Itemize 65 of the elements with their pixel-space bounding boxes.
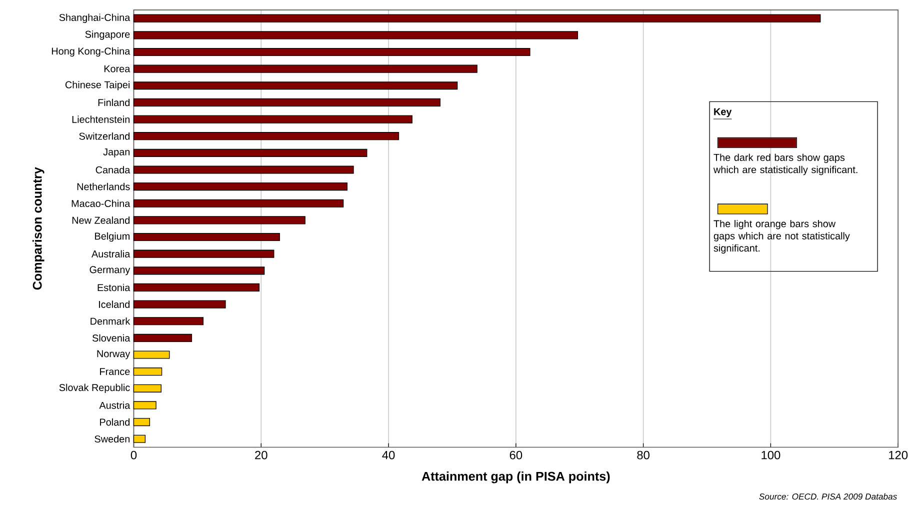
y-tick-label: Slovenia: [92, 334, 130, 342]
bar: [133, 368, 162, 376]
y-tick-label: Belgium: [95, 232, 130, 242]
y-tick-label: Slovak Republic: [59, 384, 130, 394]
source-note: Source: OECD. PISA 2009 Databas: [759, 493, 897, 500]
y-tick-label: Liechtenstein: [72, 116, 130, 123]
x-axis-title: Attainment gap (in PISA points): [422, 472, 610, 484]
y-tick-label: Denmark: [90, 318, 130, 325]
bar: [133, 434, 146, 443]
bar: [133, 350, 170, 359]
y-tick-label: Iceland: [99, 300, 130, 308]
bar: [133, 418, 150, 426]
y-tick-label: Australia: [92, 250, 130, 258]
y-tick-label: Chinese Taipei: [65, 81, 130, 90]
bar: [133, 132, 400, 140]
x-tick-label: 100: [762, 450, 780, 460]
x-tick-label: 0: [130, 450, 137, 460]
y-tick-label: Canada: [96, 166, 130, 174]
bar: [133, 283, 260, 292]
y-tick-label: Shanghai-China: [59, 14, 130, 24]
bar: [133, 48, 530, 56]
y-tick-label: Macao-China: [72, 200, 130, 208]
y-tick-label: Finland: [98, 98, 130, 106]
y-tick-label: Sweden: [94, 435, 130, 443]
bar: [133, 82, 458, 90]
bar: [133, 233, 280, 242]
x-tick-label: 40: [382, 450, 395, 460]
bar: [133, 334, 192, 342]
y-tick-label: Korea: [104, 65, 130, 72]
y-tick-label: Austria: [99, 402, 130, 409]
y-tick-label: New Zealand: [72, 216, 130, 224]
bar: [133, 115, 412, 124]
x-tick-label: 20: [255, 450, 268, 460]
bar: [133, 166, 354, 174]
bar: [133, 98, 440, 107]
bar: [133, 384, 162, 392]
bar: [133, 199, 344, 208]
bar: [133, 317, 204, 326]
x-tick-label: 80: [637, 450, 650, 460]
bar: [133, 266, 265, 275]
y-tick-label: Poland: [100, 418, 130, 426]
y-tick-label: Germany: [90, 266, 130, 276]
bar: [133, 31, 578, 40]
legend-title: Key: [714, 108, 732, 118]
y-tick-label: Switzerland: [79, 132, 130, 140]
bar: [133, 216, 306, 224]
bar: [133, 250, 274, 258]
y-tick-label: Singapore: [85, 30, 130, 40]
bar: [133, 182, 348, 191]
bar: [133, 64, 478, 73]
bar: [133, 401, 156, 410]
y-axis-title: Comparison country: [32, 167, 44, 290]
y-tick-label: Hong Kong-China: [52, 47, 130, 57]
y-tick-label: Norway: [97, 350, 130, 360]
y-tick-label: Estonia: [98, 284, 130, 292]
x-tick-label: 60: [510, 450, 522, 460]
x-tick-label: 120: [889, 450, 908, 460]
legend-label: The light orange bars show gaps which are not statistically significant.: [714, 220, 850, 254]
y-tick-label: France: [100, 368, 130, 376]
bar: [133, 148, 368, 158]
y-tick-label: Japan: [103, 148, 130, 158]
legend-label: The dark red bars show gaps which are statistically significant.: [713, 154, 858, 176]
y-tick-label: Netherlands: [77, 182, 130, 190]
bar: [133, 300, 226, 308]
bar: [133, 14, 821, 22]
